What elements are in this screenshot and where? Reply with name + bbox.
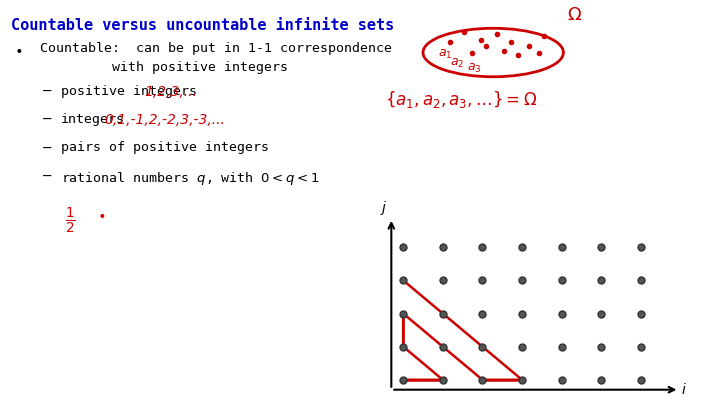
- Text: $a_3$: $a_3$: [467, 61, 481, 74]
- Text: $i$: $i$: [682, 382, 688, 397]
- Text: –: –: [43, 85, 52, 99]
- Text: $j$: $j$: [380, 199, 388, 217]
- Text: pairs of positive integers: pairs of positive integers: [61, 141, 269, 154]
- Text: –: –: [43, 170, 52, 184]
- Text: $\frac{1}{2}$: $\frac{1}{2}$: [65, 206, 76, 236]
- Text: 1,2,3,...: 1,2,3,...: [144, 85, 197, 99]
- Text: $\bullet$: $\bullet$: [14, 42, 23, 57]
- Text: $\{a_1, a_2, a_3, \ldots\} = \Omega$: $\{a_1, a_2, a_3, \ldots\} = \Omega$: [385, 89, 537, 110]
- Text: Countable versus uncountable infinite sets: Countable versus uncountable infinite se…: [11, 18, 394, 33]
- Text: $a_1$: $a_1$: [438, 48, 452, 61]
- Text: integers: integers: [61, 113, 125, 126]
- Text: $\bullet$: $\bullet$: [97, 207, 106, 221]
- Text: $a_2$: $a_2$: [450, 57, 464, 69]
- Text: $\Omega$: $\Omega$: [567, 6, 582, 24]
- Text: –: –: [43, 141, 52, 156]
- Text: rational numbers $q$, with $0 < q < 1$: rational numbers $q$, with $0 < q < 1$: [61, 170, 320, 187]
- Text: Countable:  can be put in 1-1 correspondence: Countable: can be put in 1-1 corresponde…: [40, 42, 392, 55]
- Text: –: –: [43, 113, 52, 127]
- Text: positive integers: positive integers: [61, 85, 197, 98]
- Text: with positive integers: with positive integers: [40, 61, 287, 74]
- Text: 0,1,-1,2,-2,3,-3,...: 0,1,-1,2,-2,3,-3,...: [104, 113, 225, 127]
